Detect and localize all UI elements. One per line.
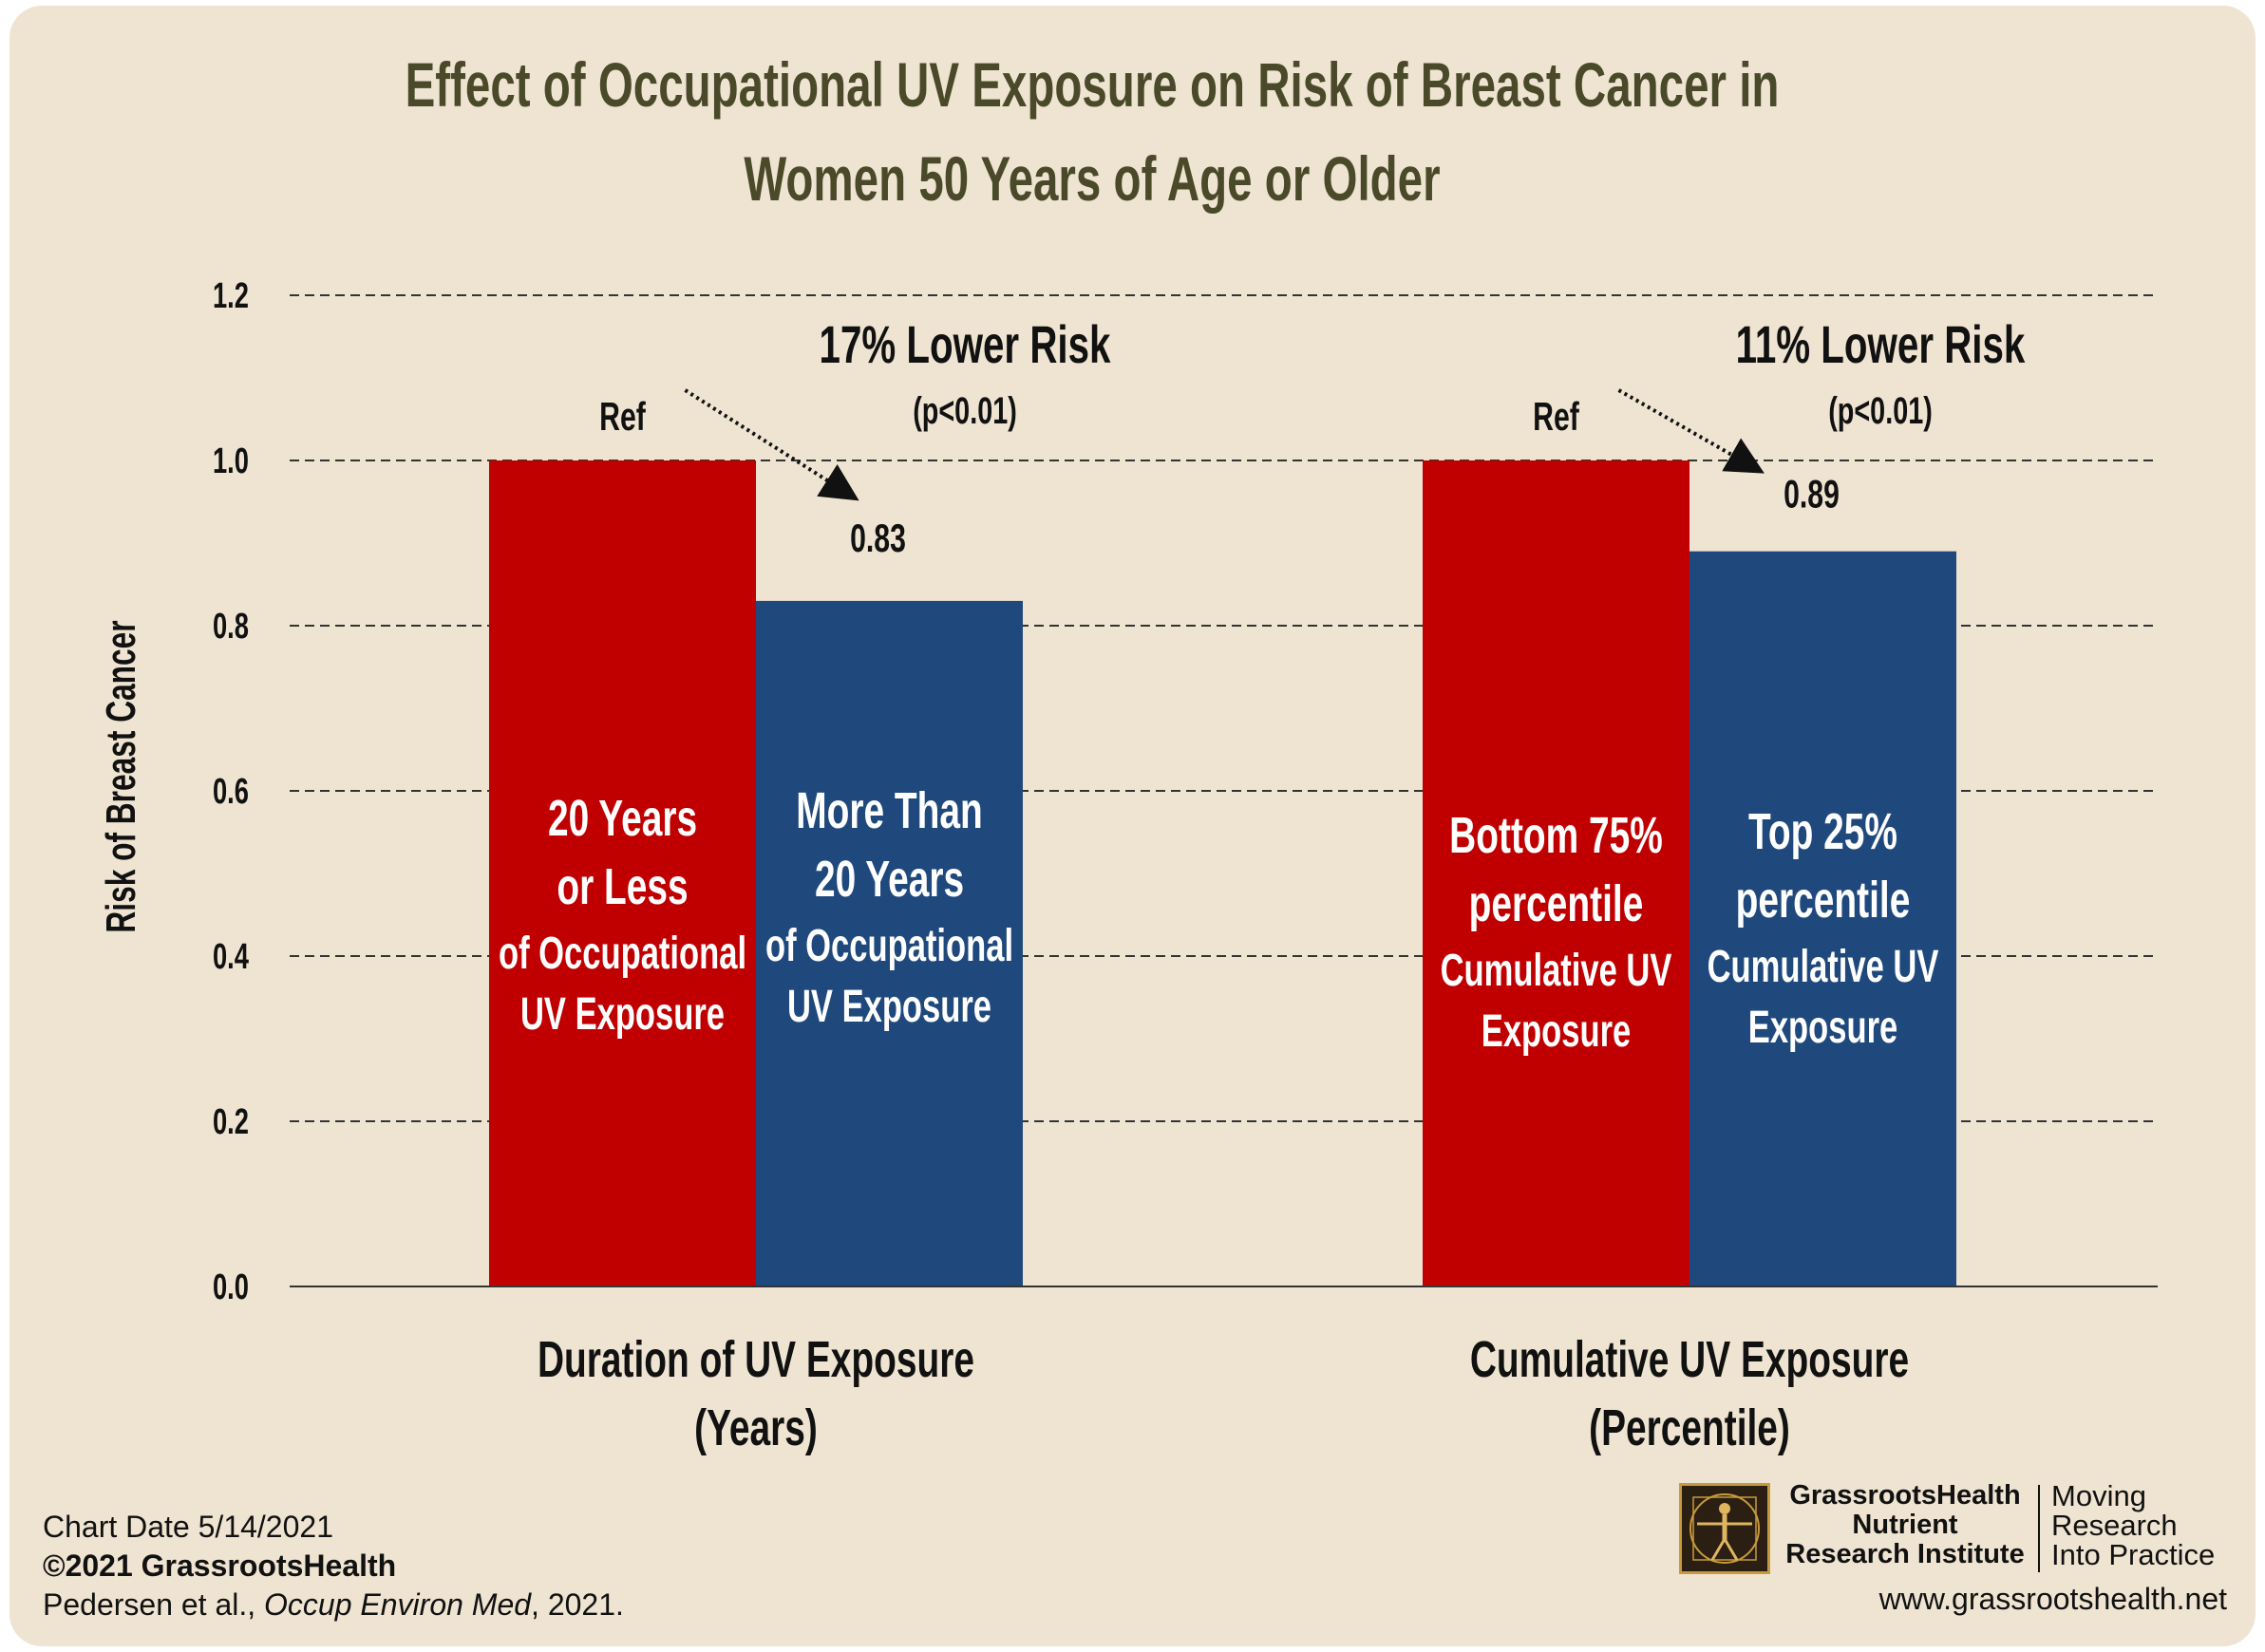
- citation-year: , 2021.: [531, 1587, 624, 1622]
- bar-inner-label: Cumulative UV: [1708, 940, 1939, 991]
- chart-title: Effect of Occupational UV Exposure on Ri…: [406, 50, 1780, 214]
- y-tick-label: 0.2: [213, 1102, 249, 1142]
- bar-inner-label: or Less: [557, 857, 688, 915]
- organization-logo: GrassrootsHealth Nutrient Research Insti…: [1679, 1481, 2230, 1586]
- category-label: Cumulative UV Exposure: [1470, 1330, 1909, 1388]
- website-link[interactable]: www.grassrootshealth.net: [1878, 1582, 2227, 1616]
- bar-inner-label: Cumulative UV: [1441, 944, 1672, 995]
- annotation-arrow: [1617, 388, 1765, 474]
- annotation-pvalue: (p<0.01): [1828, 389, 1933, 432]
- logo-name-line: GrassrootsHealth: [1789, 1480, 2021, 1511]
- category-label: Duration of UV Exposure: [538, 1330, 974, 1388]
- comparison-bar: [756, 600, 1023, 1286]
- y-tick-label: 1.0: [213, 441, 249, 481]
- bar-inner-label: percentile: [1736, 871, 1911, 929]
- reference-bar: [489, 460, 756, 1286]
- title-line: Effect of Occupational UV Exposure on Ri…: [406, 50, 1780, 120]
- tagline-line: Moving: [2051, 1479, 2146, 1512]
- bars: [489, 460, 1956, 1286]
- bar-inner-label: UV Exposure: [520, 987, 725, 1039]
- y-axis-label: Risk of Breast Cancer: [98, 620, 144, 932]
- citation-journal: Occup Environ Med: [264, 1587, 532, 1622]
- y-tick-label: 0.4: [213, 937, 250, 977]
- category-label: (Years): [694, 1399, 818, 1456]
- bar-value-label: 0.89: [1784, 472, 1840, 516]
- annotation-pvalue: (p<0.01): [913, 389, 1017, 432]
- bar-inner-label: 20 Years: [548, 789, 697, 847]
- citation-authors: Pedersen et al.,: [43, 1587, 265, 1622]
- x-category-labels: Duration of UV Exposure (Years) Cumulative…: [538, 1330, 1909, 1456]
- title-line: Women 50 Years of Age or Older: [744, 144, 1440, 214]
- tagline-line: Into Practice: [2051, 1538, 2216, 1571]
- bar-value-label: 0.83: [850, 516, 906, 560]
- logo-name: GrassrootsHealth Nutrient Research Insti…: [1782, 1481, 2029, 1569]
- y-tick-labels: 0.0 0.2 0.4 0.6 0.8 1.0 1.2: [213, 276, 250, 1307]
- bar-inner-label: Exposure: [1482, 1004, 1631, 1056]
- logo-name-line: Research Institute: [1785, 1539, 2025, 1569]
- bar-labels: 20 Years or Less of Occupational UV Exposur…: [499, 394, 1939, 1056]
- copyright: ©2021 GrassrootsHealth: [43, 1549, 397, 1583]
- bar-inner-label: of Occupational: [499, 927, 746, 978]
- y-tick-label: 1.2: [213, 276, 249, 316]
- annotations: 17% Lower Risk (p<0.01) 11% Lower Risk (p<0…: [684, 316, 2026, 501]
- y-tick-label: 0.6: [213, 772, 249, 812]
- bar-value-label: Ref: [599, 394, 646, 439]
- annotation-headline: 17% Lower Risk: [820, 316, 1112, 375]
- comparison-bar: [1689, 551, 1956, 1286]
- annotation-headline: 11% Lower Risk: [1736, 316, 2026, 375]
- annotation-arrow: [684, 388, 859, 501]
- citation: Pedersen et al., Occup Environ Med, 2021…: [43, 1586, 624, 1624]
- logo-tagline: Moving Research Into Practice: [2051, 1481, 2232, 1569]
- bar-inner-label: of Occupational: [765, 919, 1013, 970]
- y-tick-label: 0.8: [213, 607, 249, 647]
- logo-name-line: Nutrient: [1852, 1510, 1958, 1540]
- bar-inner-label: Top 25%: [1748, 802, 1897, 860]
- chart-date: Chart Date 5/14/2021: [43, 1510, 333, 1544]
- bar-inner-label: Bottom 75%: [1449, 806, 1663, 864]
- bar-inner-label: UV Exposure: [787, 980, 991, 1031]
- reference-bar: [1423, 460, 1689, 1286]
- tagline-line: Research: [2051, 1509, 2178, 1542]
- bar-value-label: Ref: [1533, 394, 1579, 439]
- footer-info: Chart Date 5/14/2021 ©2021 GrassrootsHea…: [43, 1508, 624, 1624]
- bar-inner-label: Exposure: [1748, 1001, 1897, 1052]
- bar-inner-label: More Than: [796, 781, 983, 839]
- vitruvian-figure-icon: [1679, 1483, 1770, 1574]
- category-label: (Percentile): [1589, 1399, 1790, 1456]
- bar-inner-label: 20 Years: [815, 850, 964, 908]
- bar-inner-label: percentile: [1469, 874, 1644, 932]
- y-tick-label: 0.0: [213, 1267, 249, 1307]
- logo-divider: [2038, 1485, 2040, 1572]
